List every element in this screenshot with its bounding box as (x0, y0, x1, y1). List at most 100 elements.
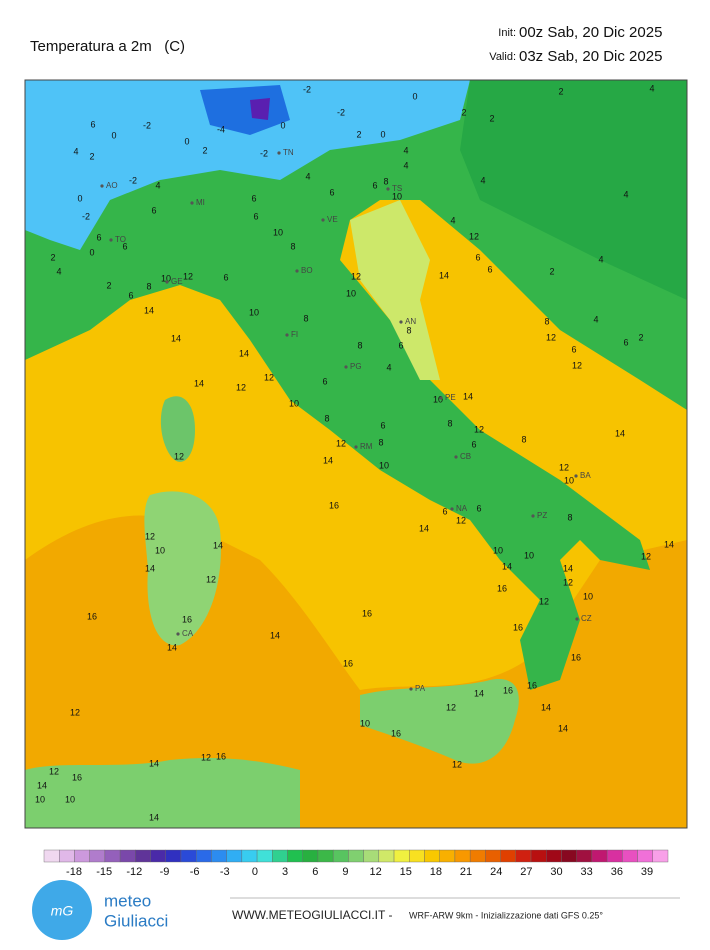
contour-label: 0 (111, 130, 116, 140)
contour-label: 6 (253, 211, 258, 221)
contour-label: 6 (329, 187, 334, 197)
contour-label: -4 (217, 124, 225, 134)
contour-label: 6 (471, 439, 476, 449)
city-label: TO (115, 235, 126, 244)
contour-label: 14 (474, 688, 484, 698)
contour-label: 2 (558, 86, 563, 96)
logo-circle (32, 880, 92, 940)
contour-label: 10 (65, 794, 75, 804)
contour-label: 14 (171, 333, 181, 343)
colorbar-swatch (530, 849, 547, 863)
colorbar-swatch (363, 849, 380, 863)
contour-label: 10 (289, 398, 299, 408)
contour-label: 14 (167, 642, 177, 652)
cold-alps (25, 80, 470, 250)
contour-label: 2 (549, 266, 554, 276)
colorbar-swatch (485, 849, 501, 863)
colorbar-tick-label: 0 (252, 866, 258, 878)
contour-label: 6 (442, 506, 447, 516)
contour-label: 12 (446, 702, 456, 712)
colorbar-swatch (287, 849, 303, 863)
city-label: GE (171, 277, 183, 286)
contour-label: 14 (419, 523, 429, 533)
city-label: PG (350, 362, 362, 371)
contour-label: 14 (149, 812, 159, 822)
contour-label: 14 (615, 428, 625, 438)
contour-label: 10 (273, 227, 283, 237)
colorbar-swatch (135, 849, 151, 863)
contour-label: 8 (357, 340, 362, 350)
colorbar-swatch (515, 849, 532, 863)
contour-label: 16 (571, 652, 581, 662)
contour-label: 16 (72, 772, 82, 782)
city-label: BA (580, 471, 591, 480)
colorbar-swatch (546, 849, 562, 863)
contour-label: 6 (322, 376, 327, 386)
colorbar-swatch (89, 849, 106, 863)
contour-label: 14 (541, 702, 551, 712)
colorbar-swatch (74, 849, 90, 863)
title: Temperatura a 2m (C) (30, 38, 185, 55)
contour-label: 10 (583, 591, 593, 601)
logo-mark: mG (51, 903, 74, 919)
city-label: FI (291, 330, 298, 339)
contour-label: 6 (372, 180, 377, 190)
contour-label: -2 (82, 211, 90, 221)
city-dot (454, 455, 458, 459)
colorbar-tick-label: -15 (96, 866, 112, 878)
contour-label: 16 (87, 611, 97, 621)
city-dot (574, 474, 578, 478)
colorbar-tick-label: 36 (611, 866, 623, 878)
contour-label: 10 (35, 794, 45, 804)
contour-label: 12 (236, 382, 246, 392)
city-dot (321, 218, 325, 222)
colorbar-tick-label: 9 (342, 866, 348, 878)
contour-label: 4 (386, 362, 391, 372)
colorbar-tick-label: -9 (160, 866, 170, 878)
contour-label: 16 (343, 658, 353, 668)
contour-label: 2 (106, 280, 111, 290)
contour-label: 8 (378, 437, 383, 447)
colorbar-swatch (332, 849, 349, 863)
colorbar-swatch (180, 849, 197, 863)
city-dot (165, 280, 169, 284)
city-label: PE (445, 393, 456, 402)
colorbar-swatch (165, 849, 182, 863)
city-label: CB (460, 452, 471, 461)
contour-label: -2 (303, 84, 311, 94)
city-dot (399, 320, 403, 324)
contour-label: 14 (664, 539, 674, 549)
contour-label: -2 (260, 148, 268, 158)
colorbar-swatch (43, 849, 60, 863)
contour-label: 16 (527, 680, 537, 690)
colorbar-swatch (302, 849, 319, 863)
city-dot (277, 151, 281, 155)
contour-label: 16 (503, 685, 513, 695)
colorbar-swatch (622, 849, 638, 863)
contour-label: 0 (380, 129, 385, 139)
city-dot (531, 514, 535, 518)
city-label: NA (456, 504, 468, 513)
contour-label: 12 (469, 231, 479, 241)
colorbar-tick-label: 3 (282, 866, 288, 878)
contour-label: 4 (403, 145, 408, 155)
contour-label: 8 (521, 434, 526, 444)
colorbar-swatch (561, 849, 577, 863)
contour-label: 12 (474, 424, 484, 434)
sicily (360, 679, 519, 764)
colorbar-tick-label: 39 (641, 866, 653, 878)
contour-label: 10 (524, 550, 534, 560)
contour-label: 6 (128, 290, 133, 300)
contour-label: 2 (356, 129, 361, 139)
colorbar-swatch (241, 849, 258, 863)
city-dot (575, 617, 579, 621)
colorbar-tick-label: 27 (520, 866, 532, 878)
coldest-area (200, 85, 290, 135)
contour-label: 2 (489, 113, 494, 123)
contour-label: 12 (174, 451, 184, 461)
contour-label: 6 (223, 272, 228, 282)
brand-bottom: Giuliacci (104, 911, 168, 930)
contour-label: 12 (145, 531, 155, 541)
contour-label: 6 (96, 232, 101, 242)
colorbar-swatch (378, 849, 395, 863)
